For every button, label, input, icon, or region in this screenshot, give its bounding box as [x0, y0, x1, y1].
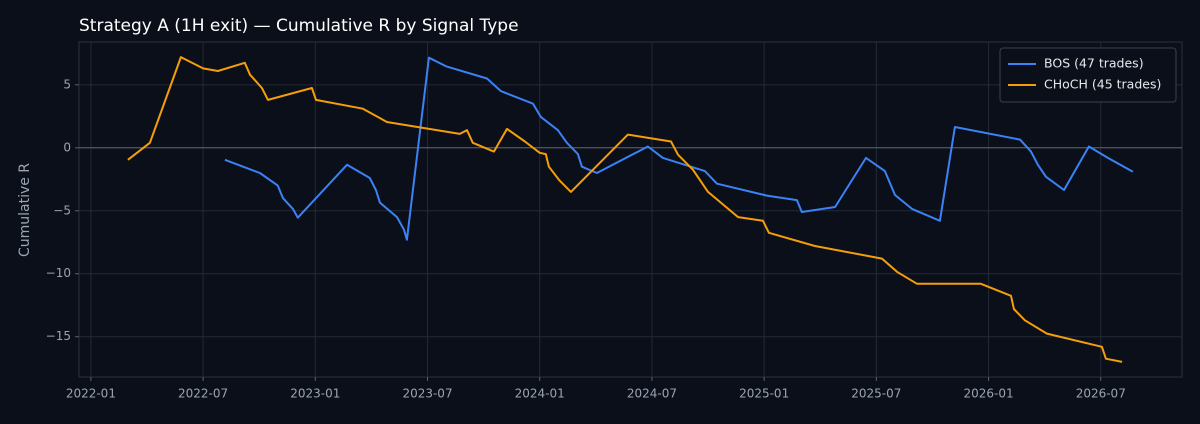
y-axis-label: Cumulative R: [17, 163, 33, 257]
x-tick-label: 2023-07: [402, 387, 452, 401]
legend-label: BOS (47 trades): [1044, 56, 1144, 71]
x-tick-label: 2022-01: [66, 387, 116, 401]
x-tick-label: 2025-07: [851, 387, 901, 401]
x-tick-label: 2023-01: [290, 387, 340, 401]
x-tick-label: 2025-01: [739, 387, 789, 401]
x-tick-label: 2026-01: [963, 387, 1013, 401]
y-tick-label: −15: [46, 329, 71, 343]
x-tick-label: 2024-01: [515, 387, 565, 401]
legend-box: [999, 47, 1177, 103]
series-line: [224, 56, 1134, 241]
y-tick-label: −10: [46, 266, 71, 280]
y-tick-label: 5: [63, 77, 71, 91]
plot-area: [78, 41, 1183, 378]
x-tick-label: 2024-07: [627, 387, 677, 401]
legend: BOS (47 trades) CHoCH (45 trades): [999, 47, 1177, 103]
legend-label: CHoCH (45 trades): [1044, 77, 1161, 92]
y-tick-label: −5: [53, 203, 71, 217]
series-line: [127, 56, 1123, 363]
y-tick-label: 0: [63, 140, 71, 154]
chart-title: Strategy A (1H exit) — Cumulative R by S…: [79, 16, 519, 36]
x-tick-label: 2022-07: [178, 387, 228, 401]
x-tick-label: 2026-07: [1076, 387, 1126, 401]
